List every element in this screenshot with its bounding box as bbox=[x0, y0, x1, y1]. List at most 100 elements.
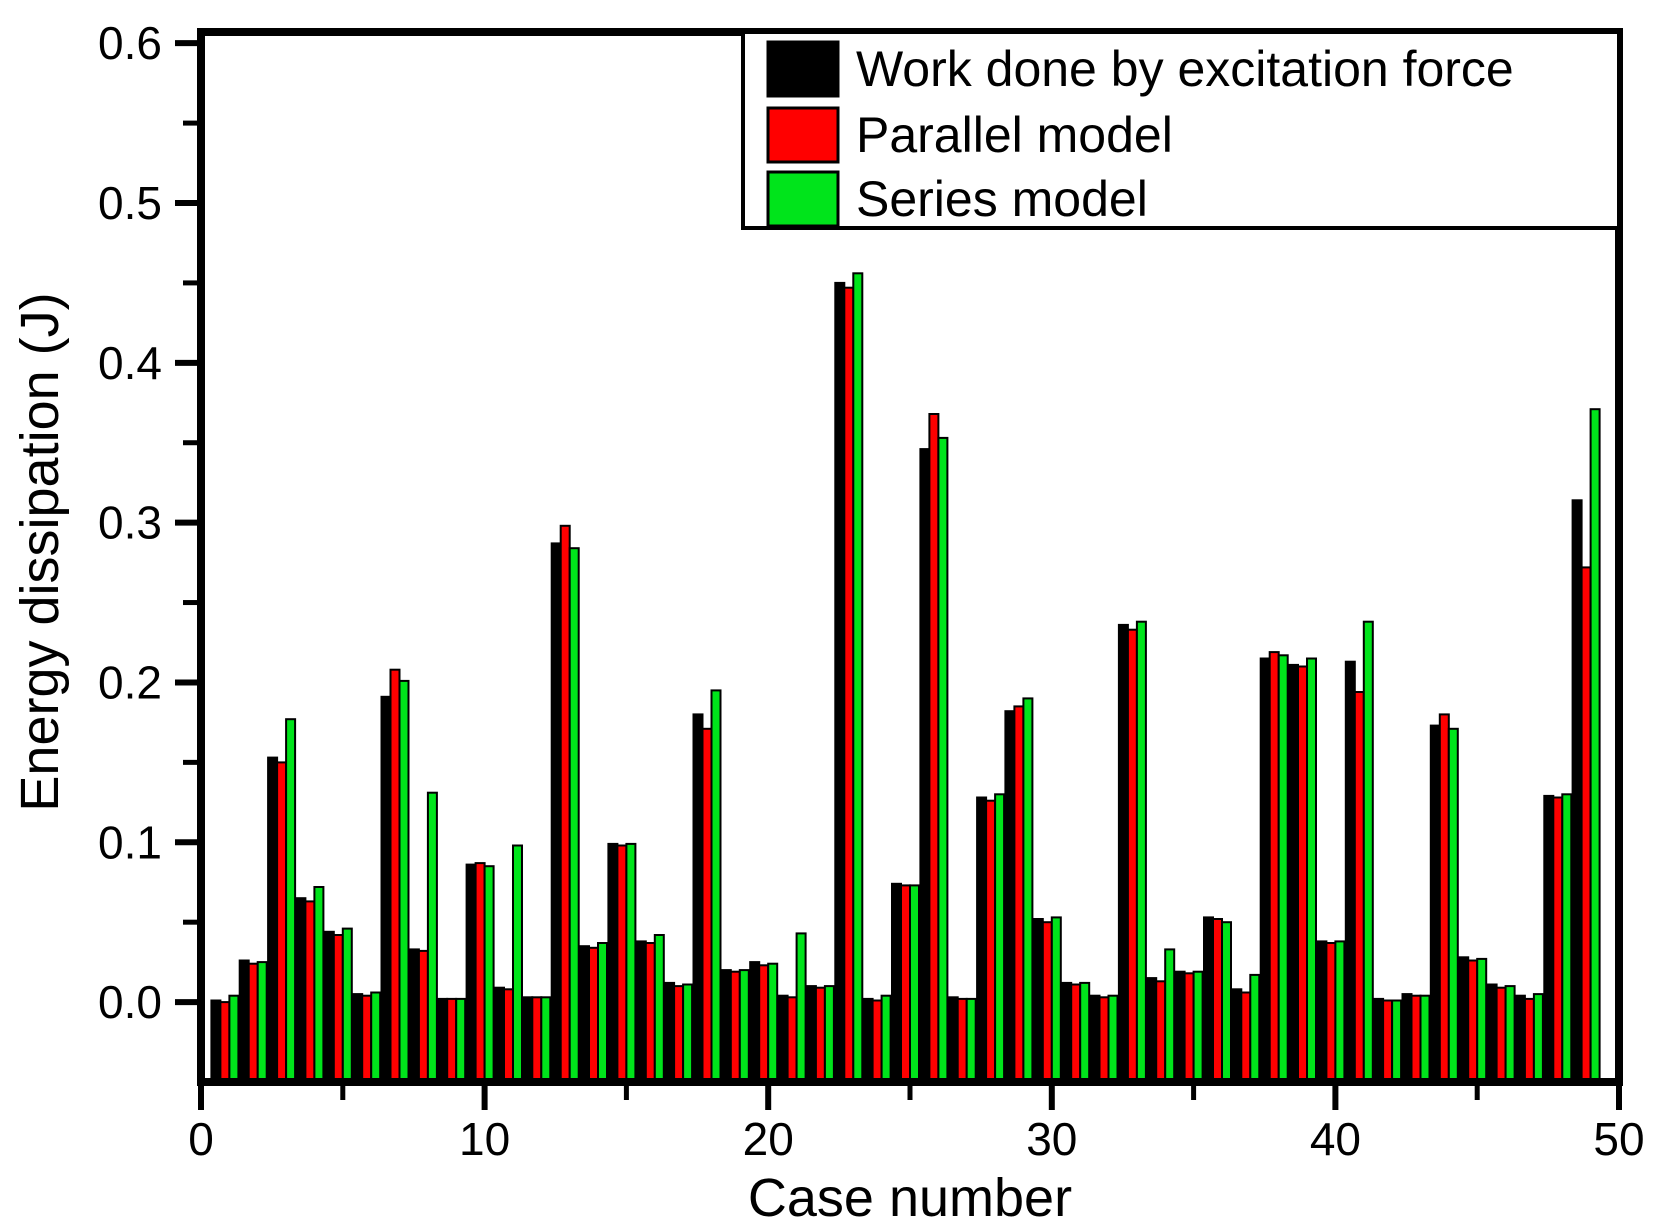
bar-case46-series3 bbox=[1504, 985, 1516, 1083]
bar-case6-series2 bbox=[361, 994, 373, 1084]
bar-case21-series1 bbox=[777, 994, 789, 1084]
bar-case32-series2 bbox=[1098, 996, 1110, 1083]
x-axis-title: Case number bbox=[748, 1168, 1072, 1228]
bar-case40-series2 bbox=[1325, 942, 1337, 1083]
bar-case19-series1 bbox=[720, 969, 732, 1083]
bar-case35-series2 bbox=[1183, 972, 1195, 1083]
bar-case2-series2 bbox=[247, 962, 259, 1084]
legend-box bbox=[741, 30, 1621, 230]
y-tick-label: 0.4 bbox=[98, 337, 162, 389]
bar-case8-series2 bbox=[417, 949, 429, 1084]
bar-case27-series1 bbox=[947, 996, 959, 1083]
bar-case43-series1 bbox=[1401, 993, 1413, 1083]
bar-case5-series1 bbox=[323, 930, 335, 1083]
y-tick-label: 0.2 bbox=[98, 656, 162, 708]
bar-case49-series3 bbox=[1589, 408, 1601, 1083]
bar-case48-series2 bbox=[1552, 796, 1564, 1083]
bar-case46-series2 bbox=[1495, 986, 1507, 1084]
bar-case12-series1 bbox=[522, 996, 534, 1083]
x-tick-label: 20 bbox=[743, 1113, 794, 1165]
bar-case32-series1 bbox=[1089, 994, 1101, 1084]
bar-case45-series1 bbox=[1458, 956, 1470, 1083]
bar-case22-series2 bbox=[814, 986, 826, 1084]
bar-case23-series3 bbox=[852, 272, 864, 1083]
bar-case5-series3 bbox=[341, 927, 353, 1083]
bar-case16-series2 bbox=[644, 942, 656, 1083]
bar-case20-series2 bbox=[758, 964, 770, 1083]
bar-case10-series2 bbox=[474, 862, 486, 1083]
bar-case9-series3 bbox=[455, 997, 467, 1084]
bar-case31-series3 bbox=[1079, 981, 1091, 1084]
bar-case7-series2 bbox=[389, 668, 401, 1083]
bar-case33-series3 bbox=[1135, 620, 1147, 1083]
y-tick-label: 0.1 bbox=[98, 816, 162, 868]
bar-case8-series3 bbox=[426, 791, 438, 1083]
bar-case14-series2 bbox=[588, 946, 599, 1083]
bar-case39-series1 bbox=[1288, 663, 1299, 1084]
bar-case3-series2 bbox=[276, 761, 288, 1084]
bar-case20-series3 bbox=[767, 962, 779, 1084]
bar-case17-series3 bbox=[682, 983, 694, 1083]
bar-case20-series1 bbox=[749, 961, 761, 1083]
bar-case25-series3 bbox=[909, 884, 920, 1084]
legend-swatch-series3 bbox=[766, 170, 840, 228]
bar-case18-series1 bbox=[692, 713, 704, 1084]
bar-case35-series3 bbox=[1192, 970, 1204, 1084]
bar-case44-series2 bbox=[1438, 713, 1450, 1084]
bar-case30-series1 bbox=[1032, 918, 1044, 1083]
bar-case6-series1 bbox=[352, 993, 364, 1083]
x-tick-label: 10 bbox=[459, 1113, 510, 1165]
bar-case15-series2 bbox=[616, 844, 628, 1083]
bar-case42-series2 bbox=[1382, 999, 1394, 1083]
bar-case38-series1 bbox=[1259, 657, 1271, 1083]
bar-case36-series1 bbox=[1203, 916, 1214, 1084]
bar-case44-series3 bbox=[1447, 727, 1459, 1083]
bar-case22-series3 bbox=[823, 985, 835, 1083]
bar-case34-series3 bbox=[1164, 948, 1176, 1084]
bar-case16-series1 bbox=[635, 940, 647, 1084]
bar-case19-series3 bbox=[738, 969, 750, 1083]
bar-case6-series3 bbox=[370, 991, 382, 1083]
bar-case26-series1 bbox=[919, 448, 931, 1084]
bar-case39-series2 bbox=[1297, 665, 1308, 1083]
bar-case3-series1 bbox=[267, 756, 279, 1083]
legend-label-series3: Series model bbox=[856, 171, 1148, 227]
bar-case34-series1 bbox=[1146, 977, 1158, 1083]
bar-case37-series3 bbox=[1249, 973, 1261, 1084]
x-tick-label: 0 bbox=[188, 1113, 214, 1165]
bar-case25-series2 bbox=[900, 884, 911, 1084]
bar-case42-series1 bbox=[1373, 997, 1385, 1084]
bar-case48-series1 bbox=[1543, 794, 1555, 1084]
bar-case15-series3 bbox=[625, 842, 637, 1084]
bar-case18-series2 bbox=[701, 727, 713, 1083]
bar-case14-series1 bbox=[579, 945, 590, 1084]
bar-case4-series2 bbox=[304, 900, 316, 1084]
bar-case30-series2 bbox=[1041, 921, 1053, 1084]
bar-case49-series2 bbox=[1580, 566, 1592, 1083]
bar-case13-series3 bbox=[568, 547, 580, 1083]
bar-case1-series2 bbox=[219, 1001, 231, 1083]
bar-case3-series3 bbox=[285, 718, 297, 1083]
bar-case37-series2 bbox=[1240, 991, 1252, 1083]
bar-case15-series1 bbox=[607, 842, 619, 1084]
bar-case2-series1 bbox=[238, 959, 250, 1083]
bar-case25-series1 bbox=[891, 882, 902, 1083]
bar-case18-series3 bbox=[710, 689, 722, 1084]
bar-case35-series1 bbox=[1174, 970, 1186, 1084]
bar-case33-series2 bbox=[1126, 628, 1138, 1083]
bar-case46-series1 bbox=[1486, 983, 1498, 1083]
bar-case41-series2 bbox=[1353, 691, 1365, 1083]
bar-case47-series1 bbox=[1514, 994, 1526, 1084]
bar-case17-series2 bbox=[673, 985, 685, 1083]
bar-case28-series1 bbox=[976, 796, 988, 1083]
bar-case47-series2 bbox=[1523, 997, 1535, 1084]
bar-case29-series3 bbox=[1022, 697, 1034, 1084]
bar-case36-series2 bbox=[1212, 918, 1223, 1083]
y-tick-label: 0.6 bbox=[98, 17, 162, 69]
bar-case43-series2 bbox=[1410, 994, 1422, 1084]
bar-case40-series1 bbox=[1316, 940, 1328, 1084]
bar-case17-series1 bbox=[664, 981, 676, 1084]
bar-case1-series1 bbox=[210, 999, 222, 1083]
bar-case13-series2 bbox=[559, 524, 571, 1083]
